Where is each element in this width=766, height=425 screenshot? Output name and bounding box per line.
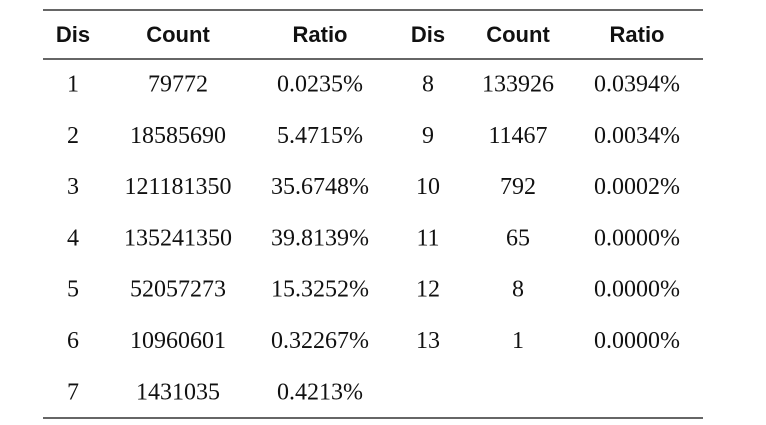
table-cell: 6 [67,328,79,354]
table-cell: 0.0000% [594,328,680,354]
table-cell: 0.0034% [594,123,680,149]
table-cell: 4 [67,225,79,251]
table-cell: 13 [416,328,440,354]
table-cell: 9 [422,123,434,149]
header-cell: Count [146,22,210,47]
table-cell: 0.0000% [594,225,680,251]
table-cell: 10960601 [130,328,226,354]
table-cell: 1431035 [136,379,220,405]
table-cell: 35.6748% [271,174,369,200]
table-cell: 15.3252% [271,277,369,303]
table-cell: 133926 [482,72,554,98]
table-cell: 11467 [488,123,547,149]
table-cell: 5 [67,277,79,303]
table-cell: 8 [422,72,434,98]
table-cell: 1 [67,72,79,98]
table-cell: 12 [416,277,440,303]
table-cell: 0.0394% [594,72,680,98]
table-cell: 7 [67,379,79,405]
table-cell: 121181350 [124,174,231,200]
table-cell: 52057273 [130,277,226,303]
table-cell: 79772 [148,72,208,98]
table-cell: 0.0002% [594,174,680,200]
table-cell: 135241350 [124,225,232,251]
table-cell: 0.32267% [271,328,369,354]
table-cell: 2 [67,123,79,149]
table-cell: 5.4715% [277,123,363,149]
table-cell: 11 [416,225,439,251]
table-cell: 18585690 [130,123,226,149]
table-cell: 10 [416,174,440,200]
header-cell: Ratio [293,22,348,47]
table-cell: 1 [512,328,524,354]
table-cell: 65 [506,225,530,251]
header-cell: Dis [56,22,90,47]
table-cell: 39.8139% [271,225,369,251]
header-cell: Dis [411,22,445,47]
table-cell: 792 [500,174,536,200]
header-cell: Count [486,22,550,47]
table-cell: 3 [67,174,79,200]
table-cell: 0.0235% [277,72,363,98]
table-cell: 0.4213% [277,379,363,405]
table-cell: 0.0000% [594,277,680,303]
table-cell: 8 [512,277,524,303]
header-cell: Ratio [610,22,665,47]
